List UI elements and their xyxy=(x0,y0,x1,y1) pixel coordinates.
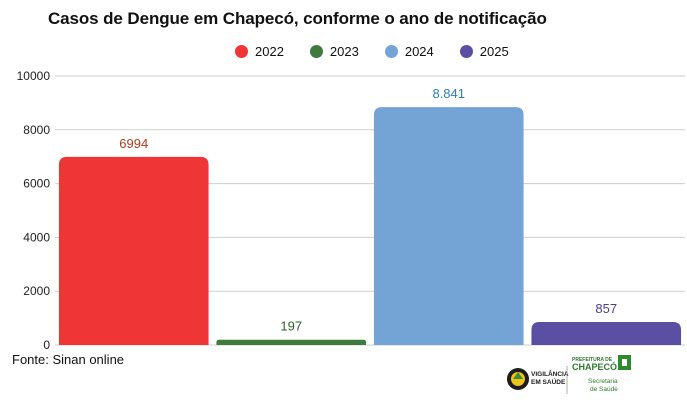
logo-text: PREFEITURA DE xyxy=(572,357,613,363)
bar-2024 xyxy=(373,107,524,346)
y-tick-label: 8000 xyxy=(23,123,50,137)
bar-2023 xyxy=(216,339,367,345)
data-label: 857 xyxy=(595,301,617,316)
prefeitura-logo: PREFEITURA DE CHAPECÓ Secretaria de Saúd… xyxy=(572,355,631,393)
legend-item-2024: 2024 xyxy=(384,44,434,59)
legend-swatch xyxy=(235,45,248,58)
legend-label: 2024 xyxy=(404,44,434,59)
chart-title: Casos de Dengue em Chapecó, conforme o a… xyxy=(48,9,547,28)
data-label: 197 xyxy=(280,319,302,334)
source-note: Fonte: Sinan online xyxy=(12,352,125,367)
legend-item-2023: 2023 xyxy=(309,44,359,59)
bar-2025 xyxy=(531,321,682,345)
logo-text: Secretaria xyxy=(588,378,618,385)
data-label: 8.841 xyxy=(432,86,465,101)
y-tick-label: 2000 xyxy=(23,284,50,298)
legend-item-2022: 2022 xyxy=(235,44,284,59)
logo-text: VIGILÂNCIA xyxy=(531,369,569,378)
legend-label: 2025 xyxy=(479,44,509,59)
legend-swatch xyxy=(384,45,398,58)
y-tick-label: 0 xyxy=(43,338,50,352)
vigilancia-logo: VIGILÂNCIA EM SAÚDE xyxy=(507,368,569,390)
legend-swatch xyxy=(459,45,473,58)
legend-swatch xyxy=(309,45,323,58)
data-label: 6994 xyxy=(119,136,148,151)
logo-text: EM SAÚDE xyxy=(531,377,566,386)
legend-item-2025: 2025 xyxy=(459,44,509,59)
y-tick-label: 10000 xyxy=(17,69,51,83)
legend-label: 2022 xyxy=(255,44,284,59)
y-tick-label: 4000 xyxy=(23,230,50,244)
logo-text: de Saúde xyxy=(590,386,618,393)
y-tick-label: 6000 xyxy=(23,177,50,191)
legend-label: 2023 xyxy=(329,44,359,59)
logo-text: CHAPECÓ xyxy=(572,361,617,372)
bar-2022 xyxy=(58,156,209,345)
chart-legend: 2022 2023 2024 2025 xyxy=(235,44,535,59)
logos: VIGILÂNCIA EM SAÚDE PREFEITURA DE CHAPEC… xyxy=(507,355,631,394)
